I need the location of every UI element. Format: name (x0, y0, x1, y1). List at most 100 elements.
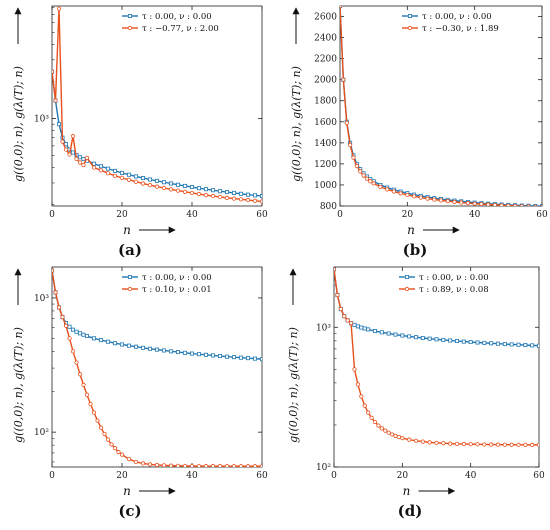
y-tick-label: 1800 (314, 97, 337, 107)
data-point (391, 189, 396, 194)
panel-label: (a) (118, 241, 142, 259)
data-point (189, 351, 194, 356)
data-point (252, 198, 258, 203)
panel-label: (d) (398, 502, 423, 520)
data-point (383, 428, 388, 433)
data-point (133, 179, 139, 184)
data-point (259, 199, 262, 204)
data-point (252, 464, 258, 467)
y-tick-label: 1400 (314, 139, 337, 149)
data-point (342, 314, 347, 319)
data-point (386, 331, 391, 336)
data-point (196, 191, 202, 197)
data-point (85, 334, 90, 339)
panel-label: (c) (118, 502, 141, 520)
data-point (354, 163, 359, 169)
chart-panel-3: 0 20 40 60 10² 10³ n g((0,0); n), g(λ(T); n) (c)… (12, 266, 268, 520)
data-point (475, 340, 480, 345)
data-point (217, 464, 223, 467)
data-point (344, 120, 349, 125)
legend-marker (404, 286, 410, 292)
legend-entry: τ : 0.00, ν : 0.00 (142, 273, 212, 283)
y-tick-label: 10³ (34, 294, 49, 304)
data-point (448, 441, 453, 446)
plot-frame (51, 5, 263, 207)
data-point (105, 437, 111, 442)
plot-frame (51, 266, 263, 468)
legend-marker (407, 13, 412, 18)
data-point (175, 350, 180, 355)
data-point (393, 433, 398, 438)
x-tick-label: 20 (116, 471, 128, 481)
x-tick-label: 20 (402, 210, 414, 220)
data-point (238, 355, 243, 360)
data-point (441, 337, 446, 342)
data-point (133, 344, 138, 349)
data-point (154, 462, 160, 467)
data-point (537, 343, 539, 348)
series-2 (340, 6, 542, 206)
data-point (461, 441, 466, 447)
data-point (427, 336, 432, 341)
data-point (92, 161, 97, 166)
data-point (335, 292, 340, 298)
data-point (482, 442, 487, 447)
data-point (133, 174, 138, 179)
y-tick-label: 800 (320, 202, 337, 212)
data-point (486, 202, 491, 206)
data-point (512, 203, 518, 206)
data-point (60, 139, 65, 144)
data-point (482, 340, 487, 345)
data-point (92, 336, 97, 341)
data-point (63, 147, 69, 152)
data-point (112, 446, 118, 451)
data-point (67, 152, 72, 157)
data-point (345, 318, 350, 323)
plot-frame (339, 5, 543, 207)
legend-entry: τ : 0.00, ν : 0.00 (142, 12, 212, 22)
x-tick-label: 20 (397, 471, 409, 481)
x-axis-label: n (123, 484, 131, 498)
data-point (252, 193, 257, 198)
data-point (413, 335, 418, 340)
data-point (389, 432, 395, 437)
data-point (203, 193, 209, 198)
data-point (53, 290, 58, 295)
data-point (91, 410, 97, 415)
data-point (140, 345, 145, 350)
data-point (420, 439, 425, 444)
data-point (98, 425, 104, 430)
data-point (196, 186, 201, 191)
data-point (259, 357, 262, 362)
y-tick-label: 1600 (314, 118, 337, 128)
data-point (119, 452, 125, 457)
x-tick-label: 0 (49, 471, 55, 481)
data-point (140, 461, 146, 466)
data-point (407, 334, 412, 339)
data-point (161, 180, 166, 185)
data-point (540, 204, 542, 206)
data-point (210, 188, 215, 193)
data-point (210, 193, 216, 199)
data-point (77, 372, 83, 377)
data-point (71, 150, 76, 155)
data-point (338, 306, 343, 312)
data-point (386, 430, 391, 435)
legend-marker (127, 25, 133, 31)
y-tick-label: 10³ (316, 323, 331, 333)
data-point (454, 339, 459, 344)
series-2 (52, 268, 262, 467)
data-point (366, 410, 371, 415)
data-point (495, 341, 500, 346)
data-point (379, 330, 384, 335)
data-point (445, 199, 450, 204)
data-point (489, 341, 494, 346)
data-point (407, 437, 412, 442)
data-point (84, 392, 90, 397)
data-point (334, 267, 337, 272)
data-point (502, 442, 507, 447)
data-point (411, 194, 417, 199)
data-point (182, 189, 188, 194)
data-point (461, 339, 466, 344)
